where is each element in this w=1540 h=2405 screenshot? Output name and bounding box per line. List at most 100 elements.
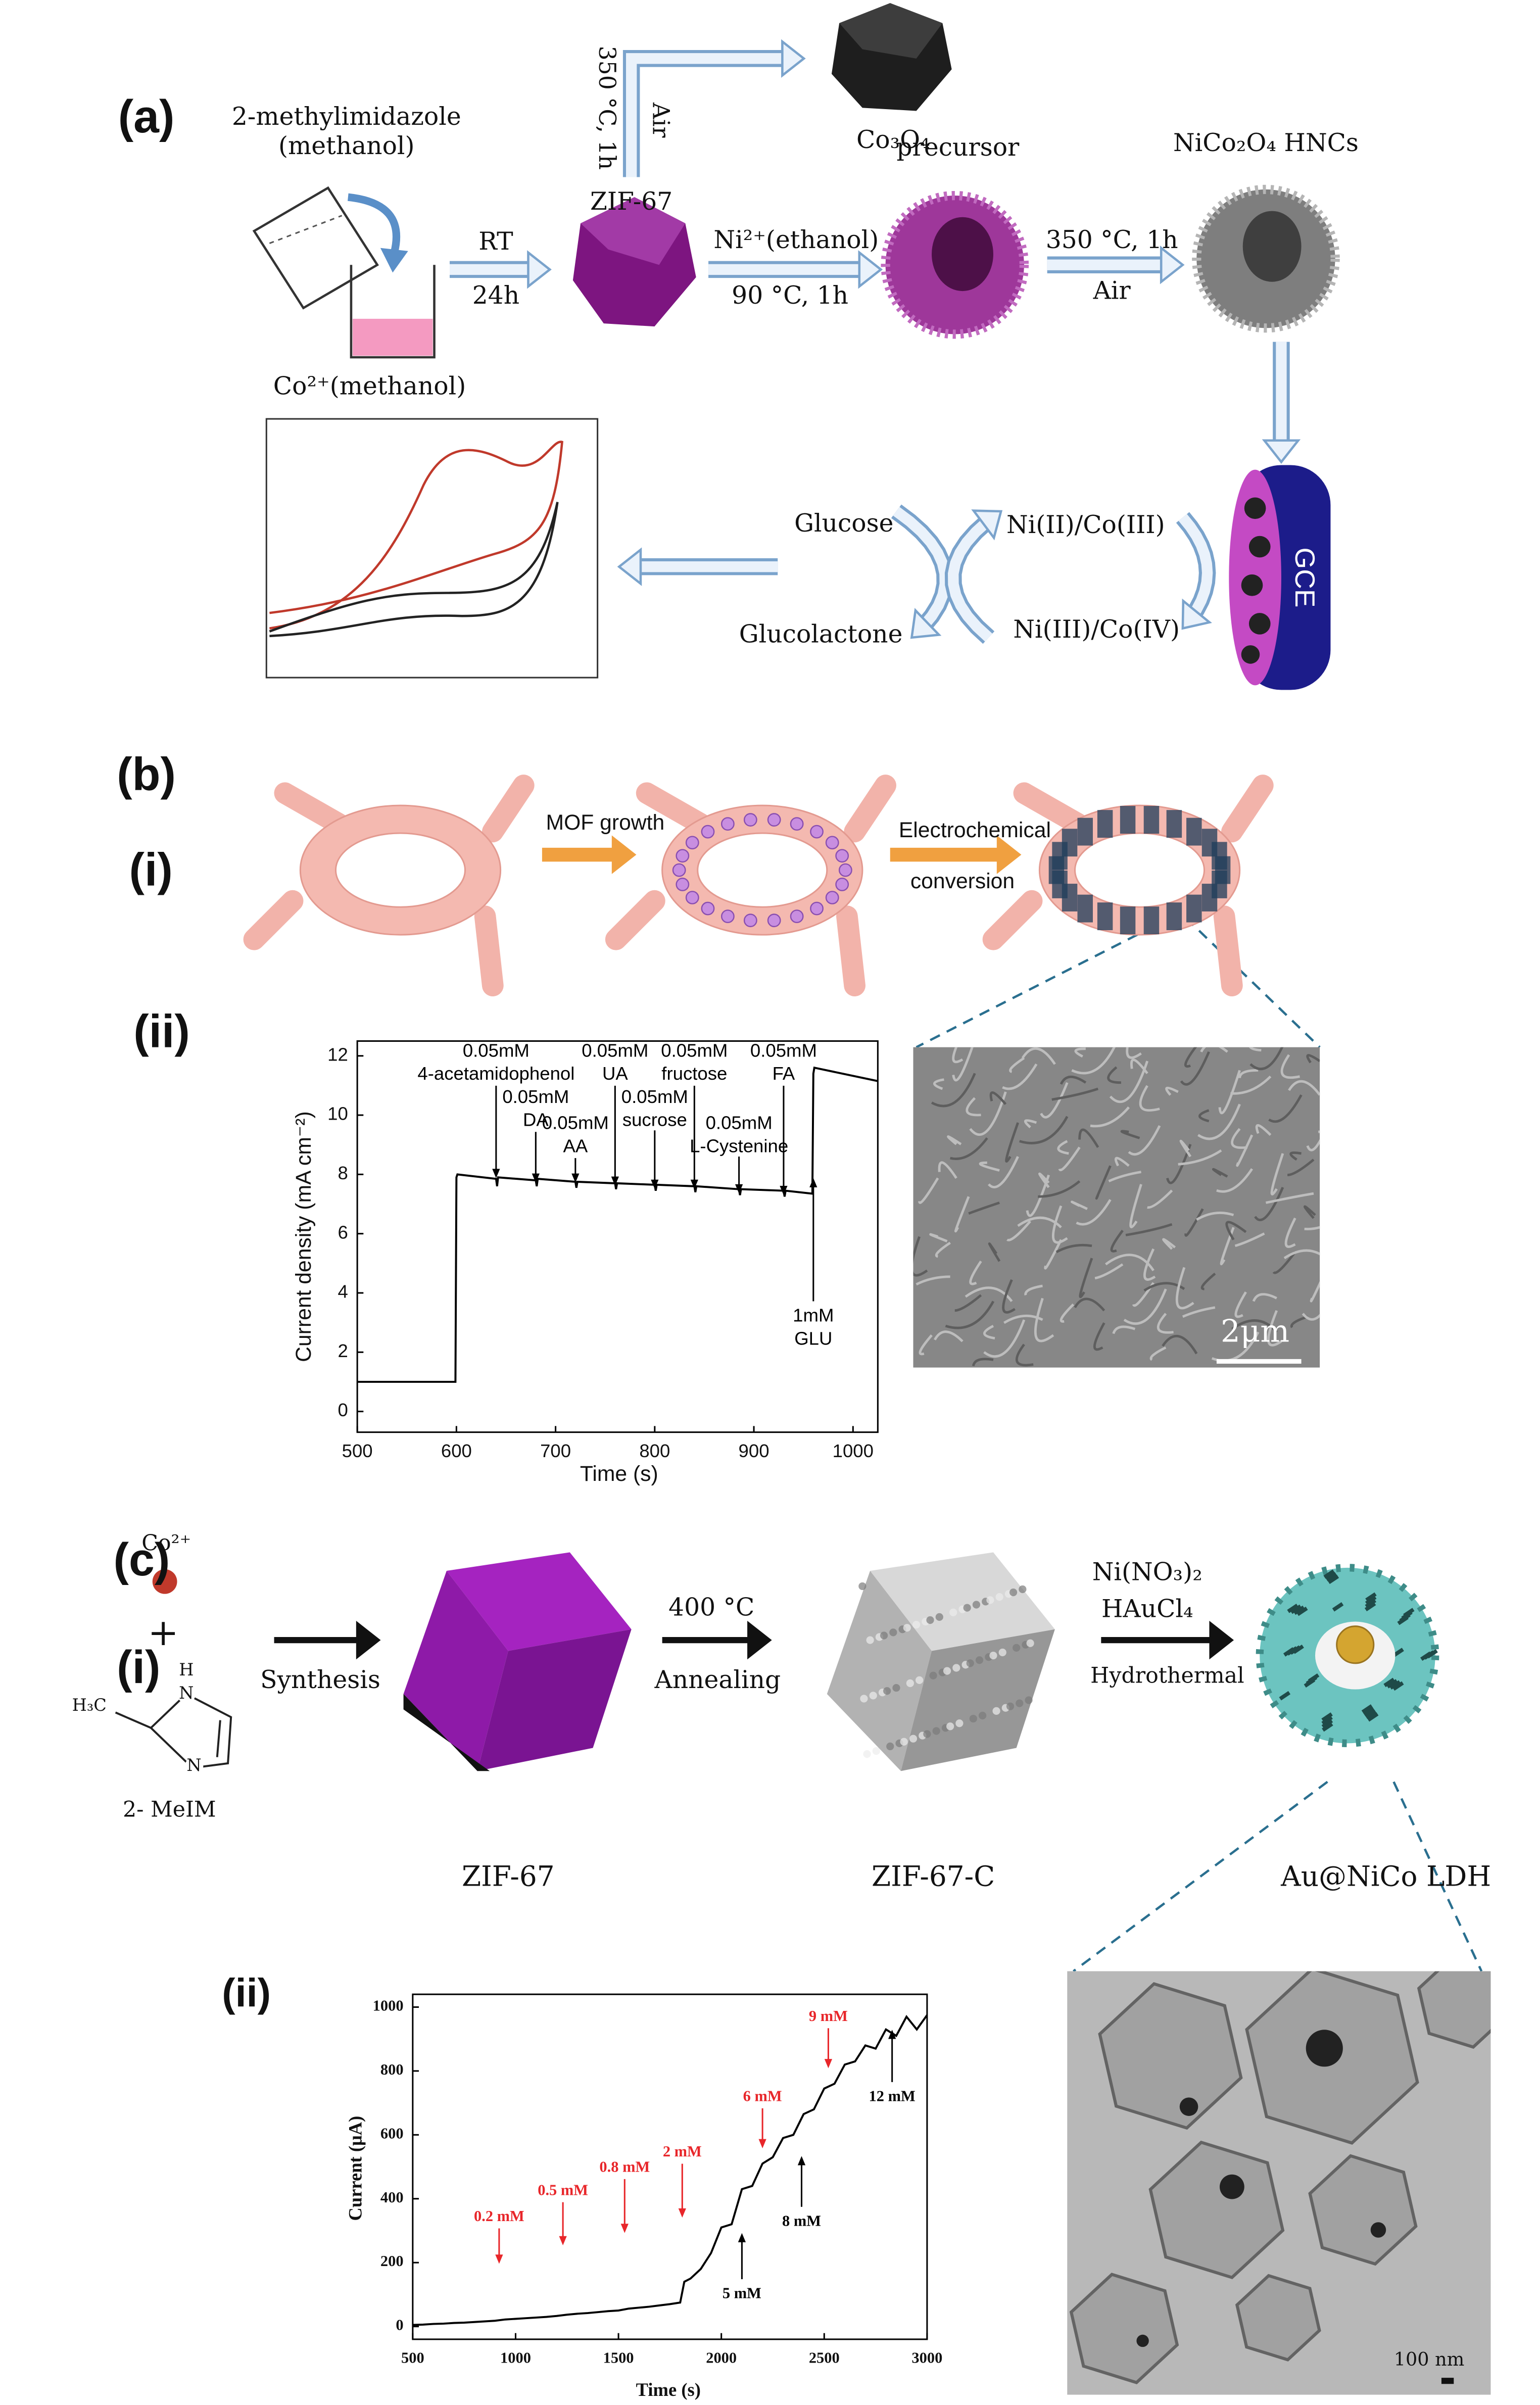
nanosheet (1005, 1122, 1020, 1163)
nanosheet (1212, 1168, 1228, 1178)
nanosheet (1143, 1248, 1156, 1281)
nanosheet (1255, 1124, 1272, 1136)
nanosheet (918, 1177, 939, 1204)
arrow-head (1160, 246, 1185, 284)
nico2o4-hollow (1242, 211, 1302, 282)
annotation-arrow-head (559, 2236, 567, 2245)
dark-particle (1306, 2030, 1343, 2067)
nanosheet (983, 1325, 995, 1340)
surface-bump (860, 1695, 868, 1703)
beaker (350, 265, 436, 359)
y-axis-label: Current (μA) (345, 2116, 366, 2221)
x-tick-label: 1500 (603, 2349, 634, 2367)
nanosheet (983, 1319, 1026, 1358)
nanosheet (1179, 1139, 1192, 1158)
nanosheet (931, 1073, 976, 1108)
nanosheet (1249, 1047, 1284, 1071)
ldh-texture (1279, 1569, 1438, 1732)
arrow-head (1209, 1620, 1234, 1660)
circle-shape (1248, 536, 1271, 558)
nanosheet (913, 1236, 928, 1277)
nanosheet (1129, 1184, 1142, 1228)
x-tick-label: 700 (540, 1440, 571, 1461)
nanosheet (1107, 1066, 1121, 1084)
step2: 350 °C, 1h (594, 46, 620, 170)
ldh-flake (1327, 1574, 1339, 1584)
schematic (115, 3, 1491, 2395)
annotation-label: 0.2 mM (474, 2207, 524, 2225)
ldh-flake (1420, 1651, 1432, 1661)
nanosheet (1149, 1346, 1167, 1361)
y-tick-label: 10 (327, 1103, 348, 1124)
ldh-flake (1321, 1712, 1333, 1722)
y-tick-label: 200 (380, 2252, 404, 2270)
surface-bump (866, 1636, 874, 1644)
nanosheet (929, 1233, 948, 1242)
foam-strut (474, 905, 504, 997)
circle-shape (1241, 574, 1263, 596)
nanosheet (1110, 1229, 1124, 1253)
nanosheet (952, 1047, 964, 1064)
nanosheet (1026, 1174, 1050, 1217)
arrow-body (948, 517, 993, 642)
surface-bump (949, 1608, 957, 1616)
hexagonal-plate (1308, 2154, 1418, 2266)
ldh-nanosheet (1201, 884, 1218, 911)
mof-particle (810, 825, 824, 839)
foam-strut (836, 905, 865, 997)
ldh-flake (1361, 1704, 1373, 1714)
annotation-label: fructose (661, 1063, 727, 1084)
surface-bump (975, 1656, 984, 1664)
ldh-flake (1279, 1691, 1291, 1701)
mof-particle (743, 813, 757, 827)
nanosheet (1306, 1054, 1320, 1064)
annotation-arrow-head (735, 1184, 743, 1194)
ldh-flake (1292, 1644, 1304, 1654)
annotation-label: 0.05mM (661, 1040, 728, 1061)
hexagonal-plate (1235, 2274, 1321, 2362)
arrow-head (996, 835, 1022, 874)
nanosheet (1252, 1293, 1277, 1302)
nanosheet (1306, 1138, 1320, 1151)
y-tick-label: 6 (338, 1222, 348, 1242)
nanosheet (1162, 1334, 1198, 1355)
annotation-label: L-Cystenine (690, 1135, 788, 1156)
step3-top: Ni²⁺(ethanol) (713, 226, 879, 254)
zif67-cube-top (446, 1552, 632, 1651)
methyl: H₃C (72, 1695, 107, 1715)
nanosheet (1280, 1054, 1301, 1079)
nanosheet (969, 1091, 1007, 1136)
mof-particle (676, 849, 690, 863)
surface-bump (926, 1616, 934, 1624)
ldh-nanosheet (1097, 810, 1113, 838)
zif67c-cube-left (827, 1570, 932, 1771)
ion: Co²⁺ (141, 1530, 191, 1556)
surface-bump (916, 1676, 924, 1684)
annotation-arrow-head (797, 2156, 806, 2166)
nanosheet (1318, 1130, 1320, 1133)
surface-bump (1013, 1644, 1021, 1652)
nanosheet (1147, 1189, 1173, 1209)
nanosheet (1272, 1251, 1296, 1274)
foam-ring (1038, 804, 1241, 936)
nanosheet (1283, 1249, 1320, 1260)
nanosheet (1230, 1075, 1272, 1095)
arrow-body (626, 53, 783, 177)
step1-top: RT (478, 227, 513, 256)
foam-strut (844, 775, 896, 843)
sem-texture (913, 1047, 1320, 1367)
arrow2-line2: conversion (910, 869, 1015, 893)
surface-bump (858, 1582, 867, 1591)
annotation-label: 2 mM (663, 2143, 702, 2160)
nanosheet (1044, 1239, 1063, 1270)
surface-bump (935, 1613, 943, 1621)
mof-particle (685, 891, 699, 904)
glucose: Glucose (794, 509, 893, 538)
y-tick-label: 1000 (373, 1997, 404, 2014)
step4-bottom: Air (1093, 277, 1131, 305)
ldh-nanosheet (1212, 842, 1227, 870)
reagent-solvent: (methanol) (278, 132, 415, 160)
nanosheet (1024, 1119, 1037, 1128)
surface-bump (883, 1687, 891, 1695)
